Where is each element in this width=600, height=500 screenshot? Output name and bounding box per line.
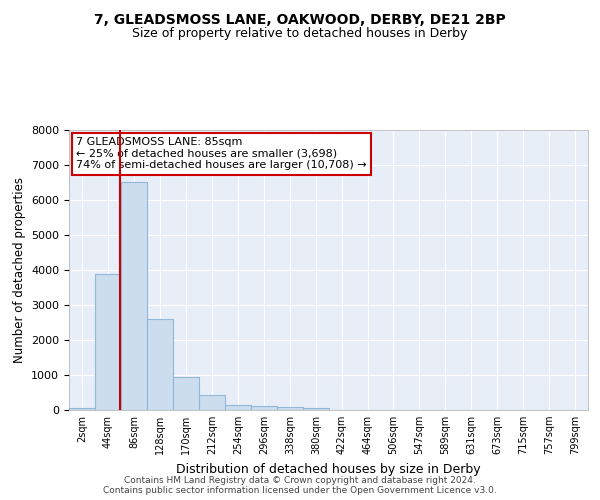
Bar — [147, 319, 173, 410]
X-axis label: Distribution of detached houses by size in Derby: Distribution of detached houses by size … — [176, 462, 481, 475]
Bar — [303, 408, 329, 410]
Bar — [199, 396, 225, 410]
Text: Size of property relative to detached houses in Derby: Size of property relative to detached ho… — [133, 28, 467, 40]
Y-axis label: Number of detached properties: Number of detached properties — [13, 177, 26, 363]
Bar — [121, 182, 147, 410]
Bar — [69, 408, 95, 410]
Bar — [225, 406, 251, 410]
Text: 7, GLEADSMOSS LANE, OAKWOOD, DERBY, DE21 2BP: 7, GLEADSMOSS LANE, OAKWOOD, DERBY, DE21… — [94, 12, 506, 26]
Bar — [251, 406, 277, 410]
Text: Contains HM Land Registry data © Crown copyright and database right 2024.
Contai: Contains HM Land Registry data © Crown c… — [103, 476, 497, 495]
Bar — [173, 377, 199, 410]
Bar — [277, 407, 303, 410]
Text: 7 GLEADSMOSS LANE: 85sqm
← 25% of detached houses are smaller (3,698)
74% of sem: 7 GLEADSMOSS LANE: 85sqm ← 25% of detach… — [76, 137, 367, 170]
Bar — [95, 274, 121, 410]
